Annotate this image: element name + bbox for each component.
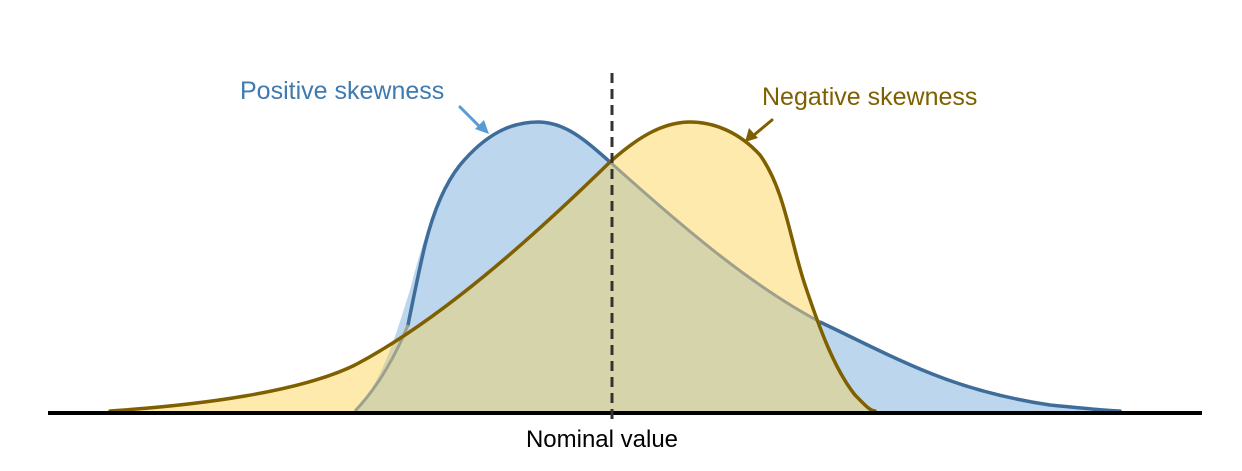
negative-skew-arrow	[745, 118, 774, 142]
nominal-value-label: Nominal value	[526, 426, 678, 453]
positive-skew-arrow	[458, 105, 489, 134]
negative-skewness-label: Negative skewness	[762, 83, 977, 111]
positive-skewness-label: Positive skewness	[240, 77, 444, 105]
positive-skew-curve	[406, 120, 1122, 413]
negative-skew-curve	[108, 120, 877, 413]
